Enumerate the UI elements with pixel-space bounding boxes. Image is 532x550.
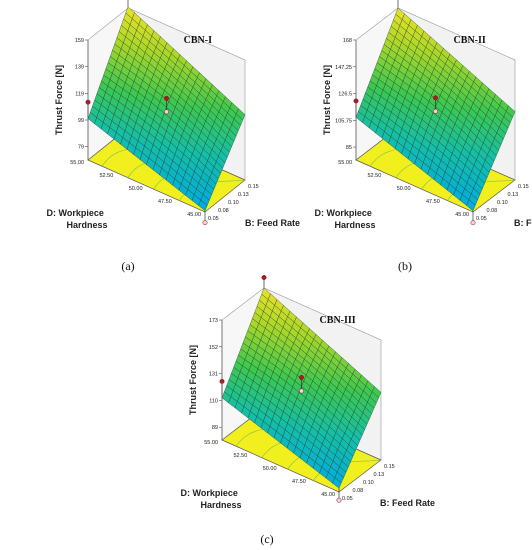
z-axis-title: Thrust Force [N] bbox=[54, 65, 64, 135]
z-tick-label: 119 bbox=[75, 91, 84, 97]
design-point bbox=[164, 95, 169, 101]
y-tick-label: 50.00 bbox=[397, 186, 411, 192]
y-tick-label: 50.00 bbox=[263, 466, 277, 472]
z-axis-title: Thrust Force [N] bbox=[322, 65, 332, 135]
panel-label: (b) bbox=[398, 259, 412, 273]
x-tick-label: 0.05 bbox=[208, 216, 219, 222]
x-tick-label: 0.10 bbox=[497, 200, 508, 206]
z-tick-label: 79 bbox=[78, 145, 84, 151]
z-tick-label: 85 bbox=[346, 145, 352, 151]
response-surface bbox=[355, 7, 516, 211]
y-axis-title-line1: D: Workpiece bbox=[315, 208, 372, 218]
surface-panel-3: 89 110 131 152 173 Thrust Force [N] 0.050.08 0.… bbox=[181, 275, 435, 546]
z-tick-label: 139 bbox=[75, 65, 84, 71]
x-tick-label: 0.15 bbox=[384, 464, 395, 470]
z-tick-label: 173 bbox=[209, 318, 218, 324]
design-point bbox=[299, 388, 304, 394]
y-tick-label: 47.50 bbox=[292, 479, 306, 485]
x-tick-label: 0.05 bbox=[476, 216, 487, 222]
y-tick-label: 52.50 bbox=[233, 453, 247, 459]
y-tick-label: 47.50 bbox=[158, 199, 172, 205]
panel-label: (a) bbox=[121, 259, 134, 273]
y-axis-title-line2: Hardness bbox=[335, 220, 376, 230]
x-tick-label: 0.05 bbox=[342, 496, 353, 502]
design-point bbox=[164, 109, 169, 115]
z-tick-label: 131 bbox=[209, 372, 218, 378]
design-point bbox=[433, 108, 438, 114]
surface-facet bbox=[466, 199, 476, 211]
design-point bbox=[299, 375, 304, 380]
design-point bbox=[470, 220, 476, 226]
response-surface bbox=[87, 6, 246, 211]
y-tick-label: 55.00 bbox=[338, 160, 352, 166]
surface-facet bbox=[198, 199, 208, 211]
x-tick-label: 0.08 bbox=[353, 488, 364, 494]
y-tick-label: 50.00 bbox=[129, 186, 143, 192]
surface-facet bbox=[332, 477, 342, 489]
y-axis-title-line1: D: Workpiece bbox=[47, 208, 104, 218]
z-tick-label: 152 bbox=[209, 345, 218, 351]
design-point bbox=[261, 275, 267, 280]
y-tick-label: 45.00 bbox=[455, 212, 469, 218]
x-axis-title: B: Feed Rate bbox=[380, 498, 435, 508]
y-tick-label: 55.00 bbox=[204, 440, 218, 446]
y-tick-label: 52.50 bbox=[99, 173, 113, 179]
panel-label: (c) bbox=[260, 532, 273, 546]
surface-panel-2: 85 105.75 126.5 147.25 168 Thrust Force [N] 0.… bbox=[315, 0, 532, 273]
z-tick-label: 147.25 bbox=[335, 65, 352, 71]
model-label: CBN-III bbox=[320, 315, 356, 326]
y-tick-label: 55.00 bbox=[70, 160, 84, 166]
x-tick-label: 0.10 bbox=[363, 480, 374, 486]
x-tick-label: 0.15 bbox=[518, 184, 529, 190]
surface-panel-1: 79 99 119 139 159 Thrust Force [N] 0.05 0.08 0.1… bbox=[47, 0, 300, 273]
x-tick-label: 0.13 bbox=[238, 192, 249, 198]
x-tick-label: 0.08 bbox=[218, 208, 229, 214]
x-tick-label: 0.08 bbox=[487, 208, 498, 214]
z-tick-label: 89 bbox=[212, 425, 218, 431]
design-point bbox=[336, 497, 342, 503]
model-label: CBN-II bbox=[454, 35, 486, 46]
z-tick-label: 168 bbox=[343, 38, 352, 44]
model-label: CBN-I bbox=[184, 35, 212, 46]
z-tick-label: 159 bbox=[75, 38, 84, 44]
x-tick-label: 0.15 bbox=[248, 184, 259, 190]
x-tick-label: 0.13 bbox=[508, 192, 519, 198]
response-surface bbox=[221, 287, 382, 489]
y-axis-title-line2: Hardness bbox=[67, 220, 108, 230]
design-point bbox=[433, 95, 438, 101]
z-tick-label: 99 bbox=[78, 118, 84, 124]
y-tick-label: 52.50 bbox=[367, 173, 381, 179]
y-axis-title-line1: D: Workpiece bbox=[181, 488, 238, 498]
z-axis-title: Thrust Force [N] bbox=[188, 345, 198, 415]
y-tick-label: 45.00 bbox=[321, 492, 335, 498]
x-axis-title: B: Feed Rate bbox=[514, 218, 532, 228]
x-tick-label: 0.13 bbox=[374, 472, 385, 478]
y-tick-label: 45.00 bbox=[187, 212, 201, 218]
y-tick-label: 47.50 bbox=[426, 199, 440, 205]
design-point bbox=[202, 220, 208, 226]
x-axis-title: B: Feed Rate bbox=[245, 218, 300, 228]
y-axis-title-line2: Hardness bbox=[201, 500, 242, 510]
z-tick-label: 126.5 bbox=[338, 92, 352, 98]
x-tick-label: 0.10 bbox=[228, 200, 239, 206]
z-tick-label: 105.75 bbox=[335, 118, 352, 124]
z-tick-label: 110 bbox=[209, 398, 218, 404]
